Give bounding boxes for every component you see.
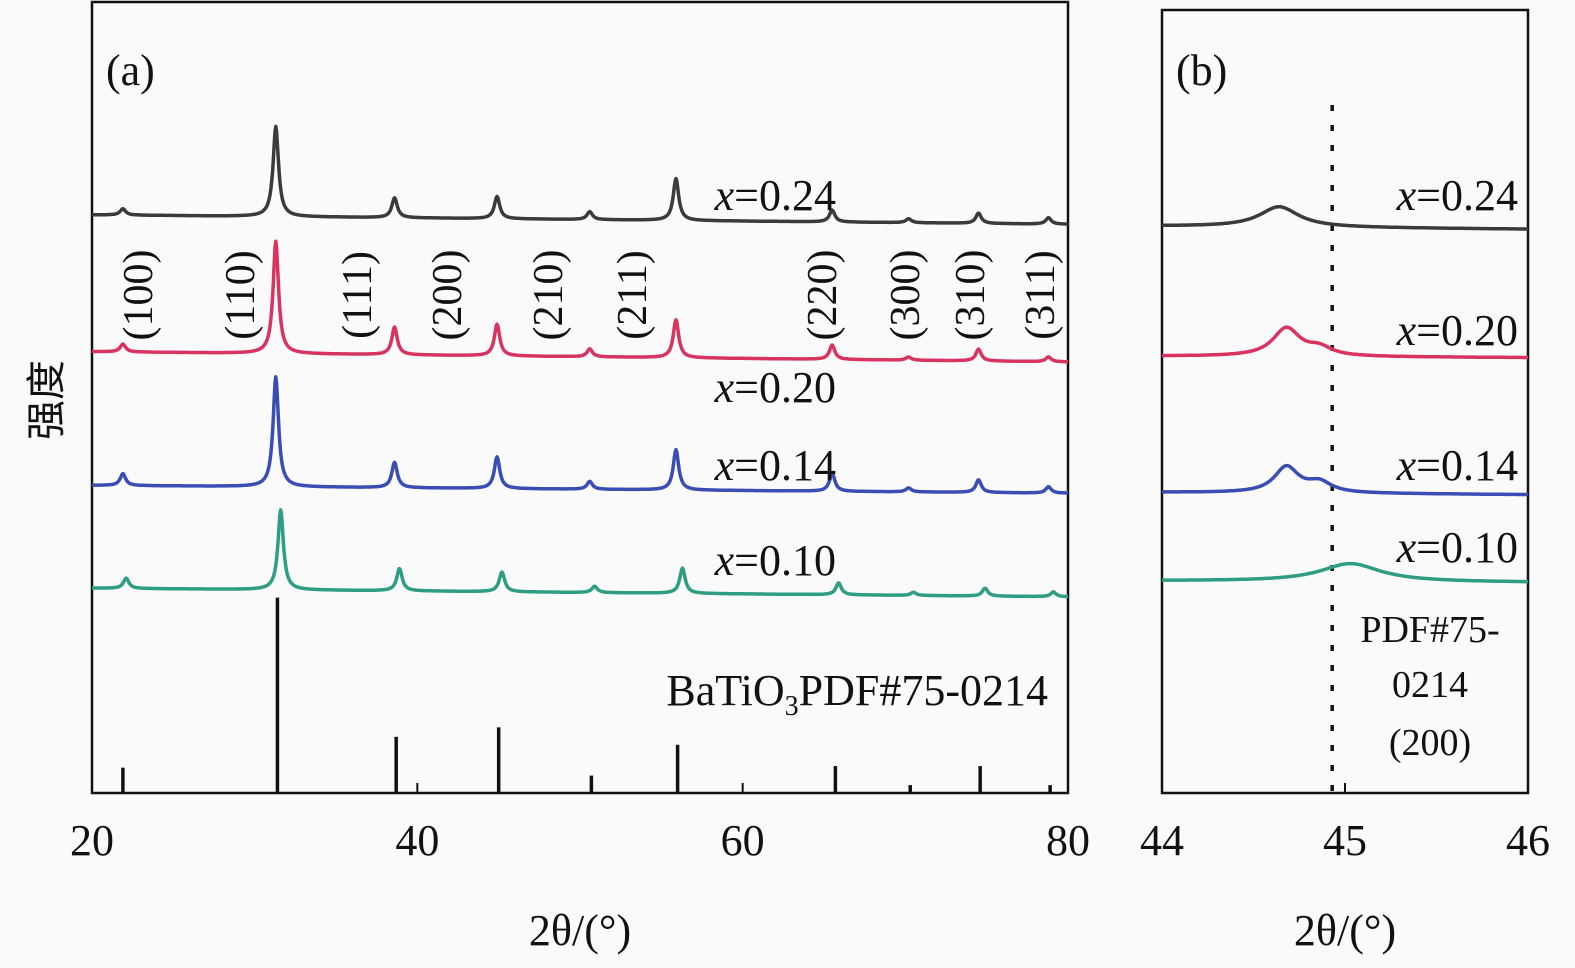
panel-b-series-020	[1161, 325, 1529, 360]
panel-a-series-label-010: x=0.10	[714, 536, 836, 585]
panel-a-frame	[90, 0, 1070, 795]
hkl-label: (300)	[883, 250, 929, 341]
panel-b-series-014	[1161, 463, 1529, 497]
panel-b-x-axis-label: 2θ/(°)	[1294, 906, 1396, 955]
panel-b-x-tick-label: 44	[1140, 816, 1184, 865]
hkl-label: (100)	[116, 250, 162, 341]
panel-b-series-labels: x=0.24 x=0.20 x=0.14 x=0.10	[1396, 171, 1518, 572]
ref-line-label-3: (200)	[1389, 722, 1471, 764]
y-axis-label: 强度	[24, 360, 69, 440]
panel-b-x-tick-label: 45	[1323, 816, 1367, 865]
panel-a-label: (a)	[106, 46, 155, 95]
panel-a-series-024	[91, 124, 1069, 226]
ref-line-label-1: PDF#75-	[1360, 609, 1499, 651]
panel-a-series-020	[91, 239, 1069, 364]
panel-b-label: (b)	[1176, 46, 1227, 95]
panel-a-series-label-020: x=0.20	[714, 363, 836, 412]
panel-b-frame	[1160, 8, 1530, 795]
panel-b-series-label-020: x=0.20	[1396, 306, 1518, 355]
ref-line-label-2: 0214	[1392, 664, 1468, 706]
panel-b-x-tick-label: 46	[1506, 816, 1550, 865]
panel-a-series-label-024: x=0.24	[714, 171, 836, 220]
hkl-label: (311)	[1018, 250, 1064, 339]
panel-b: (b) 2θ/(°) PDF#75- 0214 (200) 44 45 46 x=0…	[1140, 8, 1550, 955]
hkl-label: (210)	[526, 250, 572, 341]
panel-a-series-labels: x=0.24 x=0.20 x=0.14 x=0.10	[714, 171, 836, 585]
hkl-label: (211)	[610, 250, 656, 339]
panel-a-x-tick-label: 80	[1046, 816, 1090, 865]
panel-a-x-tick-label: 20	[70, 816, 114, 865]
panel-a-x-axis-label: 2θ/(°)	[529, 906, 631, 955]
panel-b-series	[1161, 205, 1529, 584]
panel-b-series-label-014: x=0.14	[1396, 441, 1518, 490]
reference-label: BaTiO3PDF#75-0214	[666, 666, 1048, 722]
panel-a-series-014	[91, 375, 1069, 495]
hkl-label: (220)	[800, 250, 846, 341]
panel-a-x-tick-label: 60	[721, 816, 765, 865]
hkl-label: (111)	[335, 251, 381, 339]
reference-sticks	[121, 597, 1052, 793]
panel-a-x-ticks: 20 40 60 80	[70, 783, 1090, 865]
panel-b-series-010	[1161, 561, 1529, 584]
panel-a-series	[91, 124, 1069, 599]
hkl-label: (310)	[948, 250, 994, 341]
hkl-labels: (100) (110) (111) (200) (210) (211) (220) (300)…	[116, 250, 1064, 341]
panel-a: (a) 强度 2θ/(°) BaTiO3PDF#75-0214 (100) (11…	[24, 0, 1090, 955]
hkl-label: (200)	[425, 250, 471, 341]
panel-b-series-label-010: x=0.10	[1396, 523, 1518, 572]
panel-b-series-024	[1161, 205, 1529, 231]
panel-a-series-label-014: x=0.14	[714, 441, 836, 490]
panel-a-x-tick-label: 40	[395, 816, 439, 865]
panel-b-series-label-024: x=0.24	[1396, 171, 1518, 220]
panel-a-series-010	[91, 508, 1069, 599]
panel-b-x-ticks: 44 45 46	[1140, 783, 1550, 865]
hkl-label: (110)	[218, 250, 264, 339]
